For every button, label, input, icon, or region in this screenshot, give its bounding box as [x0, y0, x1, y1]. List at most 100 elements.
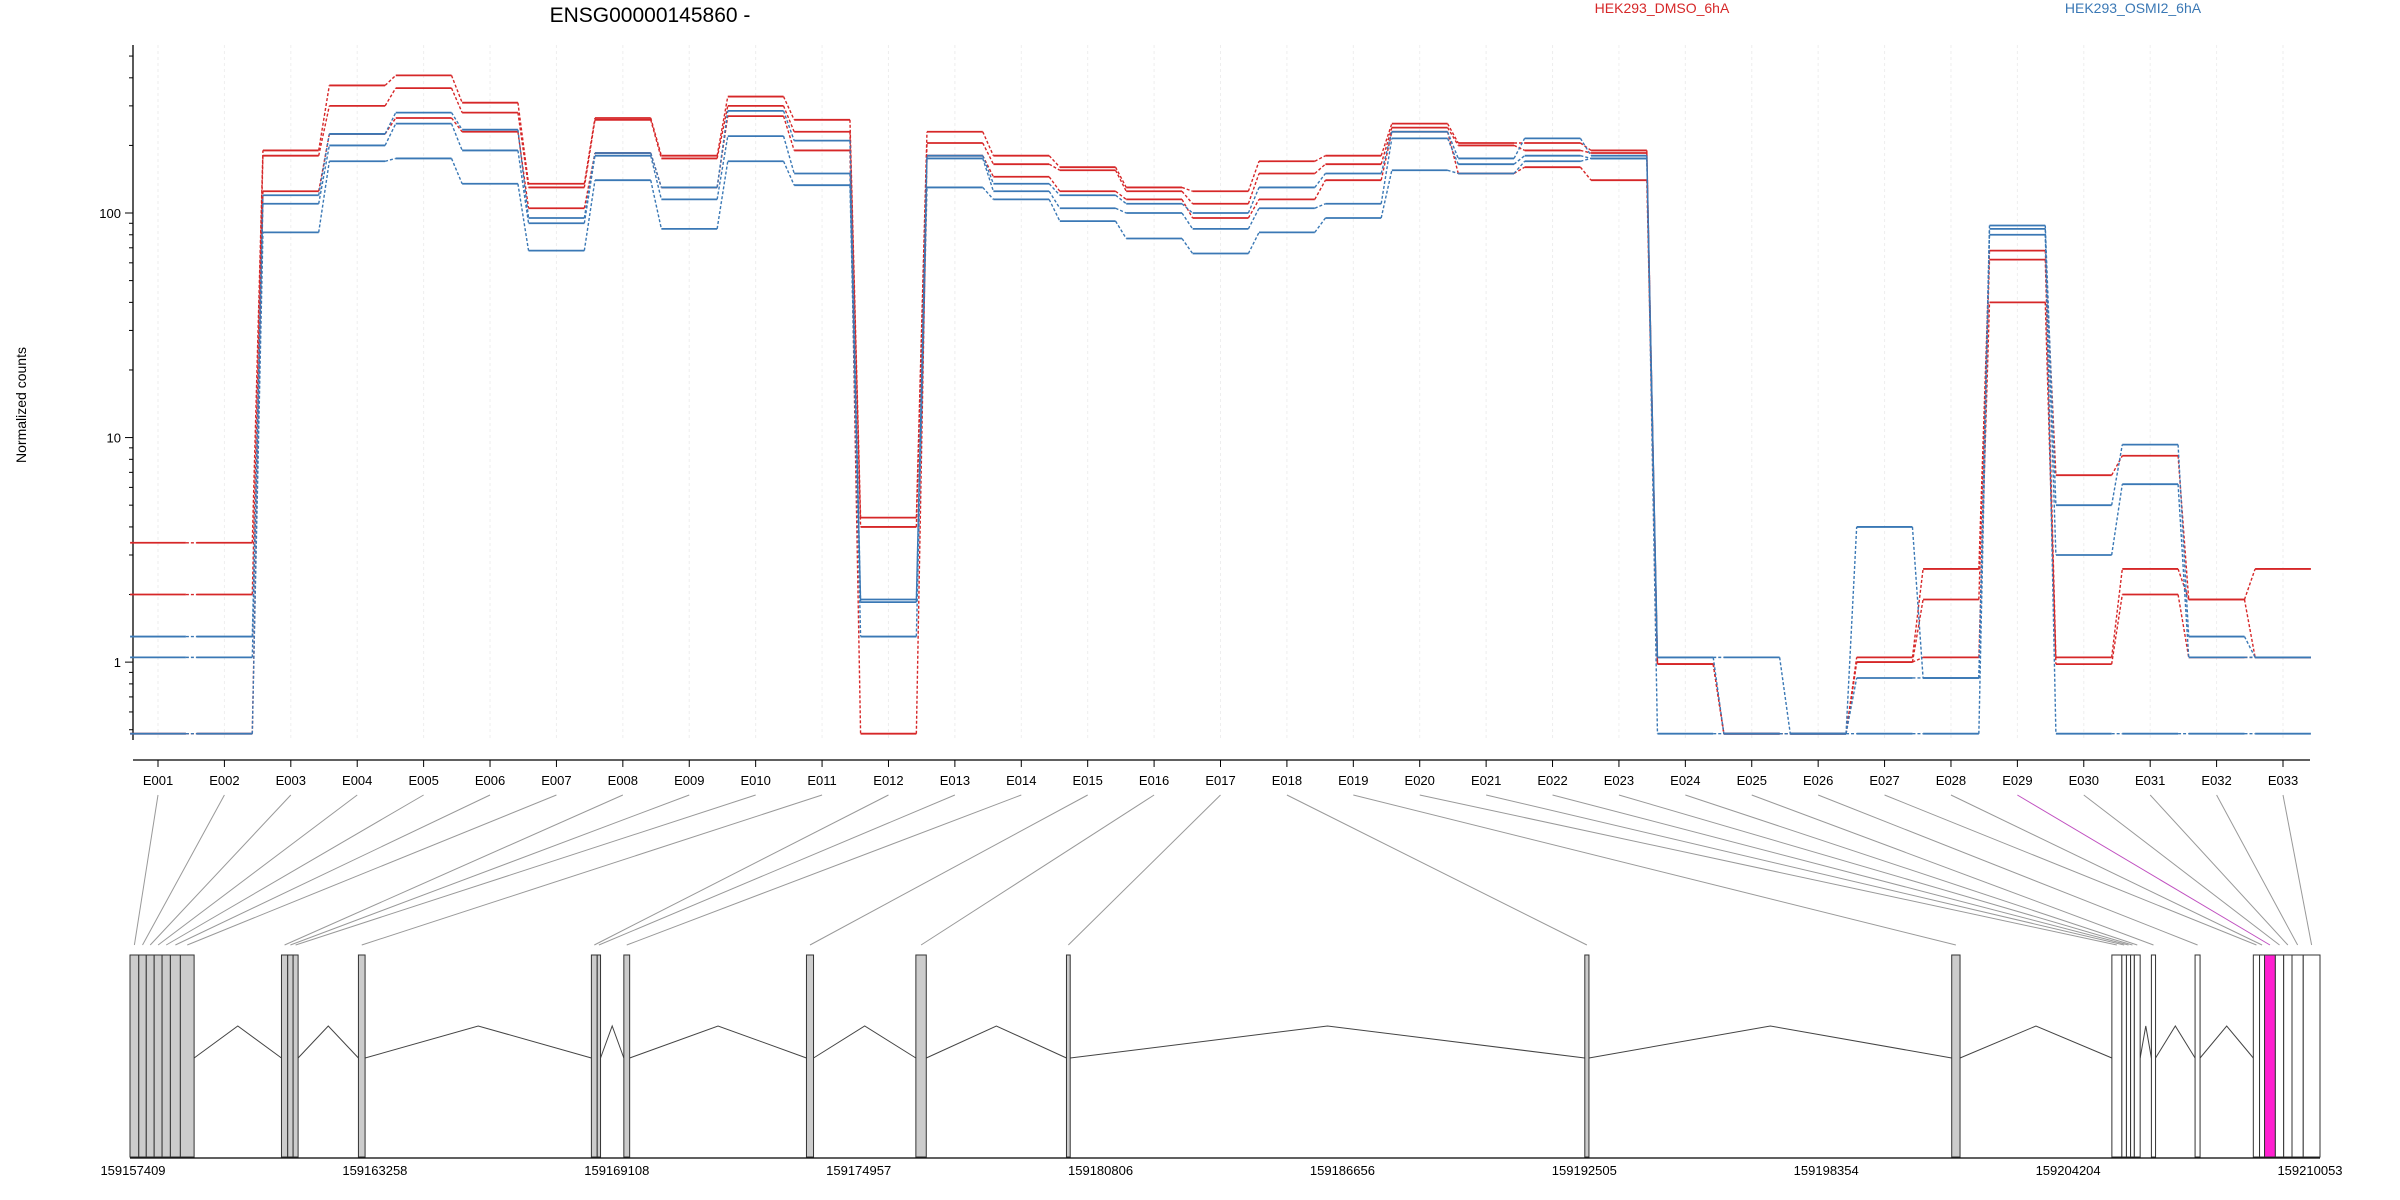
series-connector — [2177, 444, 2190, 637]
exon-connector-e015 — [809, 794, 1088, 946]
series-connector — [1978, 302, 1991, 658]
exon-e009 — [287, 954, 294, 1158]
chart-title: ENSG00000145860 - — [550, 4, 751, 27]
series-connector — [849, 185, 862, 637]
coordinate-label: 159198354 — [1794, 1163, 1859, 1178]
exon-connector-e009 — [290, 794, 690, 946]
x-tick-label-e025: E025 — [1737, 773, 1767, 788]
exon-e014 — [623, 954, 631, 1158]
series-connector — [1580, 149, 1592, 154]
series-connector — [1048, 199, 1061, 222]
series-connector — [450, 158, 463, 185]
exon-connector-e027 — [1884, 794, 2257, 946]
series-connector — [1380, 127, 1393, 165]
y-tick-label: 10 — [107, 431, 121, 446]
series-connector — [1247, 232, 1260, 254]
series-connector — [1247, 173, 1260, 204]
series-connector — [384, 87, 397, 107]
intron — [364, 1025, 592, 1059]
exon-connector-e011 — [361, 794, 823, 946]
x-tick-label-e005: E005 — [408, 773, 438, 788]
series-connector — [1447, 127, 1459, 146]
series-connector — [1646, 158, 1659, 658]
series-connector — [849, 173, 862, 603]
series-connector — [1380, 123, 1393, 156]
series-connector — [1181, 203, 1194, 214]
series-connector — [1380, 138, 1393, 204]
x-tick-label-e022: E022 — [1537, 773, 1567, 788]
y-tick-label: 1 — [114, 655, 121, 670]
series-connector — [251, 203, 264, 658]
series-connector — [1446, 131, 1459, 159]
intron — [297, 1025, 359, 1059]
exon-e019 — [1951, 954, 1961, 1158]
series-connector — [2243, 636, 2256, 658]
legend-entry-osmi2: HEK293_OSMI2_6hA — [2065, 0, 2202, 16]
exon-connector-e002 — [142, 794, 225, 946]
x-tick-label-e014: E014 — [1006, 773, 1036, 788]
series-connector — [1314, 217, 1326, 233]
exon-e016 — [915, 954, 927, 1158]
series-connector — [915, 155, 928, 600]
coordinate-label: 159186656 — [1310, 1163, 1375, 1178]
y-axis-label: Normalized counts — [13, 347, 29, 463]
x-tick-label-e031: E031 — [2135, 773, 2165, 788]
series-connector — [583, 119, 596, 188]
x-tick-label-e009: E009 — [674, 773, 704, 788]
series-connector — [1911, 599, 1924, 663]
exon-connector-e020 — [1419, 794, 2117, 946]
series-connector — [1778, 657, 1791, 734]
exon-e026 — [2194, 954, 2201, 1158]
series-connector — [982, 142, 995, 165]
series-connector — [650, 119, 663, 159]
series-connector — [318, 161, 331, 233]
exon-e033 — [2302, 954, 2321, 1158]
intron — [2155, 1025, 2196, 1059]
exon-connector-e023 — [1618, 794, 2133, 946]
exon-connector-e031 — [2149, 794, 2289, 946]
x-tick-label-e003: E003 — [276, 773, 306, 788]
exon-connector-e006 — [175, 794, 491, 946]
series-connector — [1048, 183, 1061, 196]
series-connector — [982, 158, 995, 192]
series-connector — [450, 87, 463, 113]
series-connector — [251, 155, 264, 595]
legend-entry-dmso: HEK293_DMSO_6hA — [1595, 0, 1730, 16]
exon-connector-e032 — [2216, 794, 2299, 946]
series-connector — [318, 85, 331, 151]
exon-connector-e005 — [165, 794, 424, 946]
series-connector — [1247, 161, 1260, 192]
exon-e008 — [280, 954, 289, 1158]
exon-e011 — [357, 954, 366, 1158]
exon-connector-e010 — [295, 794, 756, 946]
exon-e030 — [2274, 954, 2285, 1158]
series-connector — [1114, 166, 1127, 188]
x-tick-label-e028: E028 — [1936, 773, 1966, 788]
series-connector — [1978, 228, 1991, 734]
series-connector — [2110, 444, 2123, 506]
x-tick-label-e008: E008 — [608, 773, 638, 788]
x-tick-label-e004: E004 — [342, 773, 372, 788]
coordinate-label: 159192505 — [1552, 1163, 1617, 1178]
series-connector — [251, 232, 264, 734]
series-connector — [982, 155, 995, 184]
exon-connector-e021 — [1486, 794, 2125, 946]
intron — [1588, 1025, 1952, 1059]
series-connector — [583, 152, 596, 219]
series-connector — [1048, 190, 1061, 209]
x-tick-label-e010: E010 — [740, 773, 770, 788]
series-connector — [2243, 568, 2256, 600]
x-tick-label-e030: E030 — [2069, 773, 2099, 788]
series-connector — [650, 180, 663, 230]
coordinate-label: 159157409 — [100, 1163, 165, 1178]
series-connector — [1446, 123, 1459, 144]
series-connector — [1513, 155, 1526, 165]
x-tick-label-e020: E020 — [1405, 773, 1435, 788]
series-connector — [2044, 234, 2057, 556]
x-tick-label-e012: E012 — [873, 773, 903, 788]
series-connector — [2044, 228, 2057, 734]
series-connector — [1447, 169, 1459, 175]
x-tick-label-e032: E032 — [2201, 773, 2231, 788]
series-connector — [1912, 656, 1924, 663]
